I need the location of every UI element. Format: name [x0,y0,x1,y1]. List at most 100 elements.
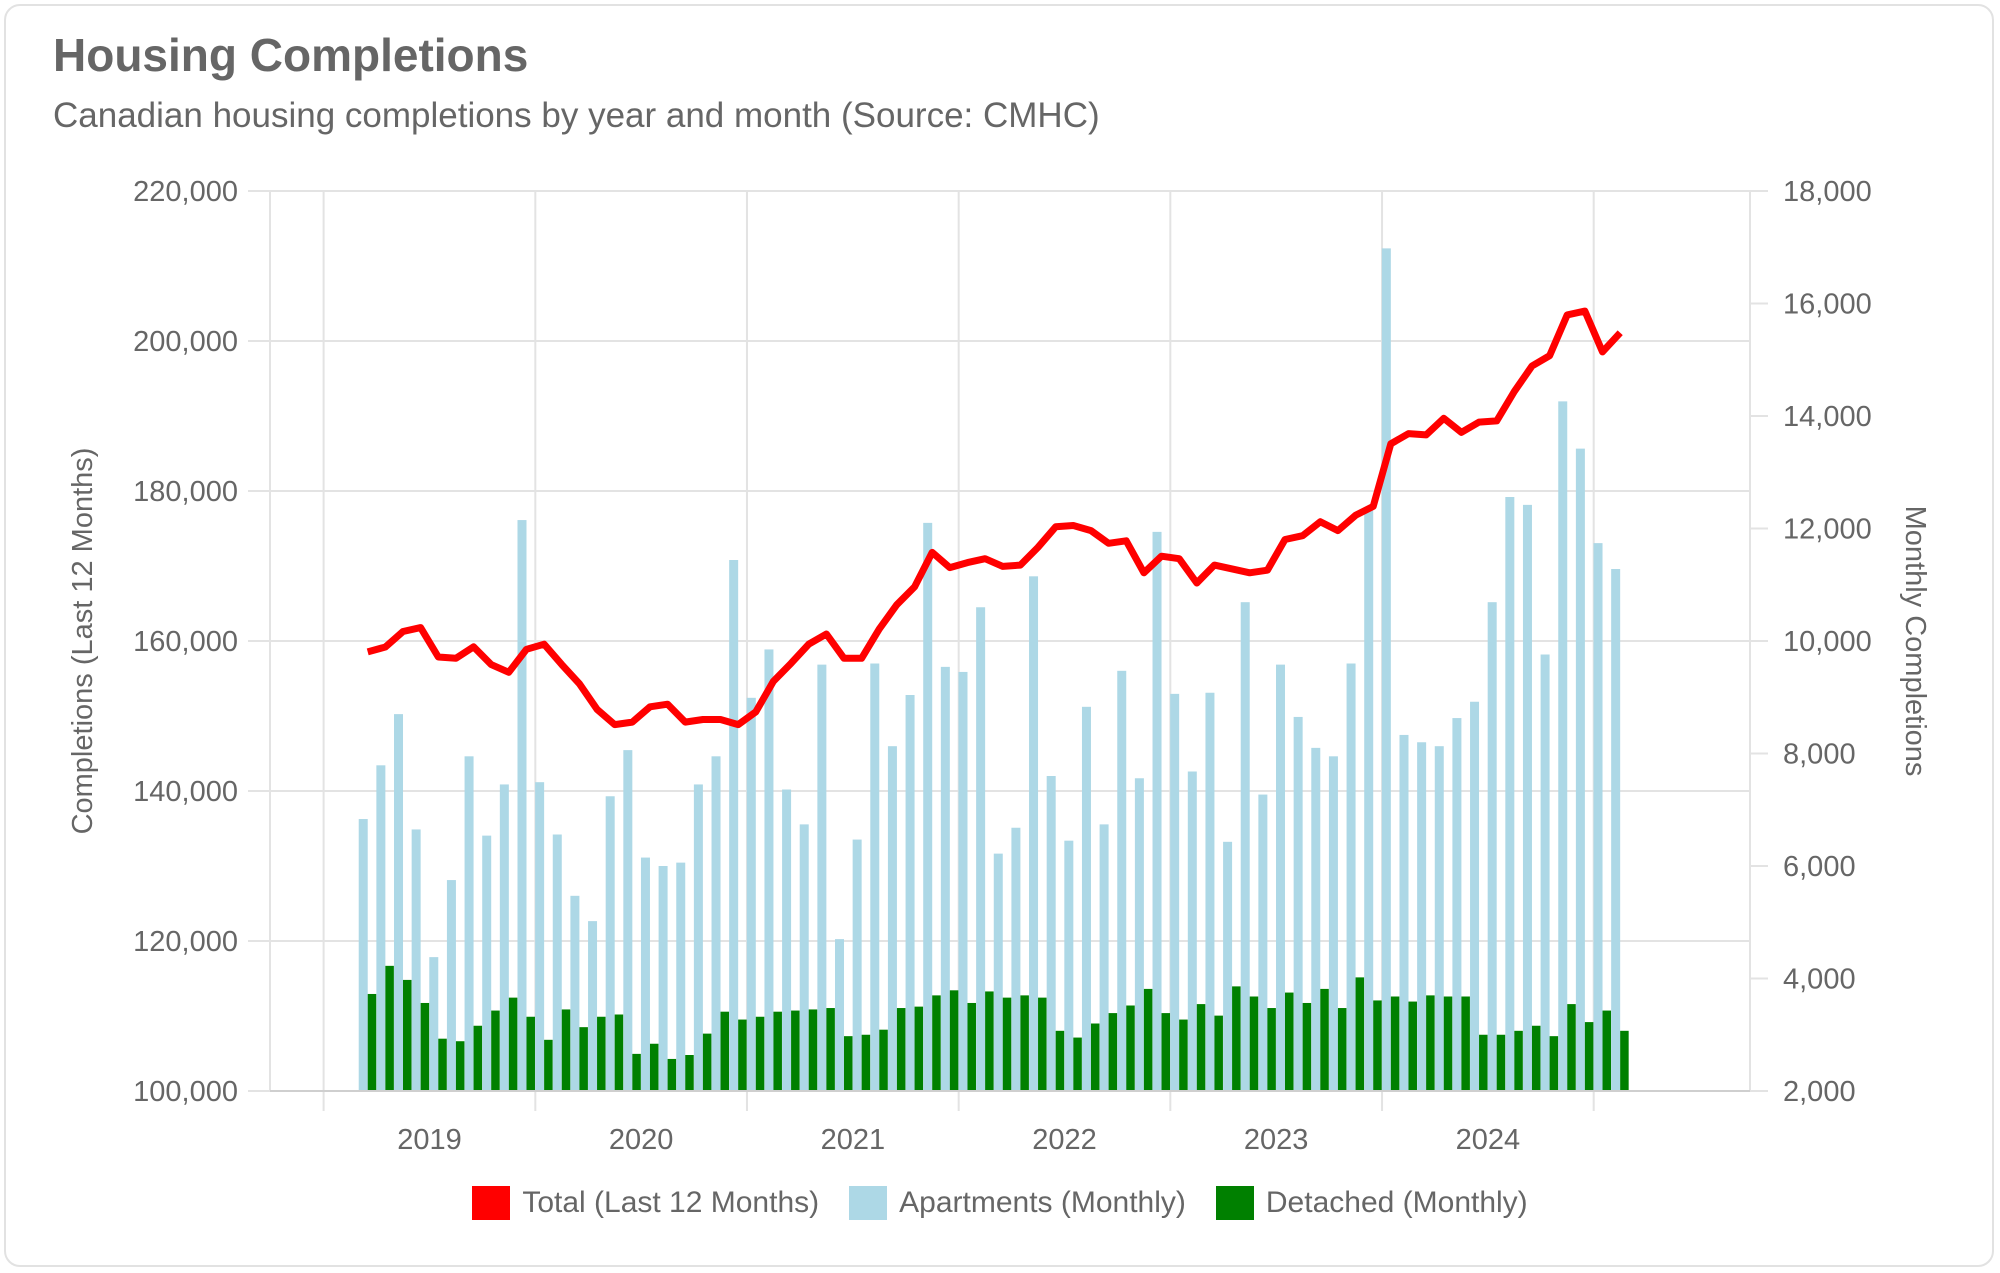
apartments-bar [1064,840,1074,1091]
apartments-bar [623,750,633,1091]
y-tick-label: 100,000 [133,1076,238,1108]
apartments-bar [870,663,880,1091]
legend-item-total[interactable]: Total (Last 12 Months) [472,1186,819,1220]
detached-bar [1443,996,1453,1091]
detached-bar [1337,1008,1347,1091]
detached-bar [1073,1037,1082,1091]
detached-bar [1602,1010,1612,1091]
x-tick-label: 2024 [1456,1124,1521,1156]
apartments-bar [1134,778,1144,1091]
apartments-bar [658,866,668,1091]
detached-bar [420,1002,430,1091]
detached-bar [1584,1022,1594,1091]
detached-bar [1514,1030,1523,1091]
detached-bar [1249,996,1259,1091]
apartments-bar [923,522,933,1091]
chart-subtitle: Canadian housing completions by year and… [53,96,1100,135]
apartments-bar [782,789,792,1091]
y-tick-label: 200,000 [133,326,238,358]
detached-bar [1179,1019,1188,1091]
apartments-bar [976,607,986,1091]
apartments-bar [1240,602,1250,1091]
y2-tick-label: 12,000 [1783,514,1872,546]
y2-axis-title: Monthly Completions [1899,506,1931,777]
detached-bar [649,1043,659,1091]
apartments-bar [1399,734,1409,1091]
apartments-bar [588,921,598,1091]
detached-bar [1055,1030,1065,1091]
detached-bar [1267,1008,1276,1091]
detached-bar [949,990,959,1091]
detached-bar [1020,995,1029,1091]
detached-bar [508,997,518,1091]
legend-item-apartments[interactable]: Apartments (Monthly) [849,1186,1186,1220]
apartments-bar [676,862,686,1091]
detached-bar [1108,1013,1118,1091]
apartments-bar [729,560,739,1091]
detached-bar [1161,1013,1171,1091]
apartments-bar [446,880,456,1091]
apartments-bar [1593,543,1603,1091]
apartments-bar [852,839,862,1091]
detached-bar [403,979,412,1091]
detached-bar [544,1039,553,1091]
apartments-bar [1011,827,1021,1091]
detached-bar [1214,1015,1223,1091]
detached-bar [896,1008,906,1091]
apartments-bar [835,939,845,1091]
detached-bar [1408,1001,1417,1091]
apartments-bar [1205,692,1215,1091]
detached-bar [1373,1000,1382,1091]
legend-item-detached[interactable]: Detached (Monthly) [1215,1186,1528,1220]
apartments-bar [1187,771,1197,1091]
apartments-bar [1081,706,1091,1091]
apartments-bar [1558,401,1568,1091]
apartments-bar [887,746,897,1091]
chart-card [4,4,1994,1267]
detached-bar [597,1016,606,1091]
detached-bar [914,1006,924,1091]
x-tick-label: 2019 [397,1124,462,1156]
detached-bar [1232,986,1241,1091]
chart-title: Housing Completions [53,29,529,81]
detached-bar [473,1025,483,1091]
detached-bar [667,1058,677,1091]
detached-bar [826,1008,835,1091]
detached-bar [1426,995,1435,1091]
detached-bar [491,1010,500,1091]
y2-tick-label: 16,000 [1783,289,1872,321]
y-tick-label: 160,000 [133,626,238,658]
y2-tick-label: 2,000 [1783,1076,1856,1108]
apartments-bar [570,895,580,1091]
detached-bar [1196,1004,1206,1091]
apartments-bar [1434,746,1444,1091]
detached-bar [844,1036,853,1091]
apartments-bar [940,666,950,1091]
apartments-bar [605,796,615,1091]
detached-bar [367,993,377,1091]
apartments-bar [499,784,509,1091]
detached-bar [1390,996,1400,1091]
detached-bar [1479,1034,1488,1091]
detached-bar [632,1053,641,1091]
detached-bar [755,1016,765,1091]
detached-bar [561,1009,571,1091]
detached-bar [385,965,394,1091]
apartments-bar [394,714,404,1091]
y2-tick-label: 8,000 [1783,739,1856,771]
apartments-bar [552,834,562,1091]
y2-tick-label: 14,000 [1783,401,1872,433]
detached-bar [1126,1005,1135,1091]
apartments-bar [376,765,386,1091]
apartments-bar [1346,663,1356,1091]
apartments-bar [429,957,439,1091]
detached-bar [1320,988,1329,1091]
detached-bar [932,995,941,1091]
y2-tick-label: 6,000 [1783,851,1856,883]
apartments-bar [1152,531,1162,1091]
apartments-bar [764,649,774,1091]
apartments-bar [482,835,492,1091]
detached-bar [702,1033,712,1091]
x-tick-label: 2022 [1032,1124,1097,1156]
